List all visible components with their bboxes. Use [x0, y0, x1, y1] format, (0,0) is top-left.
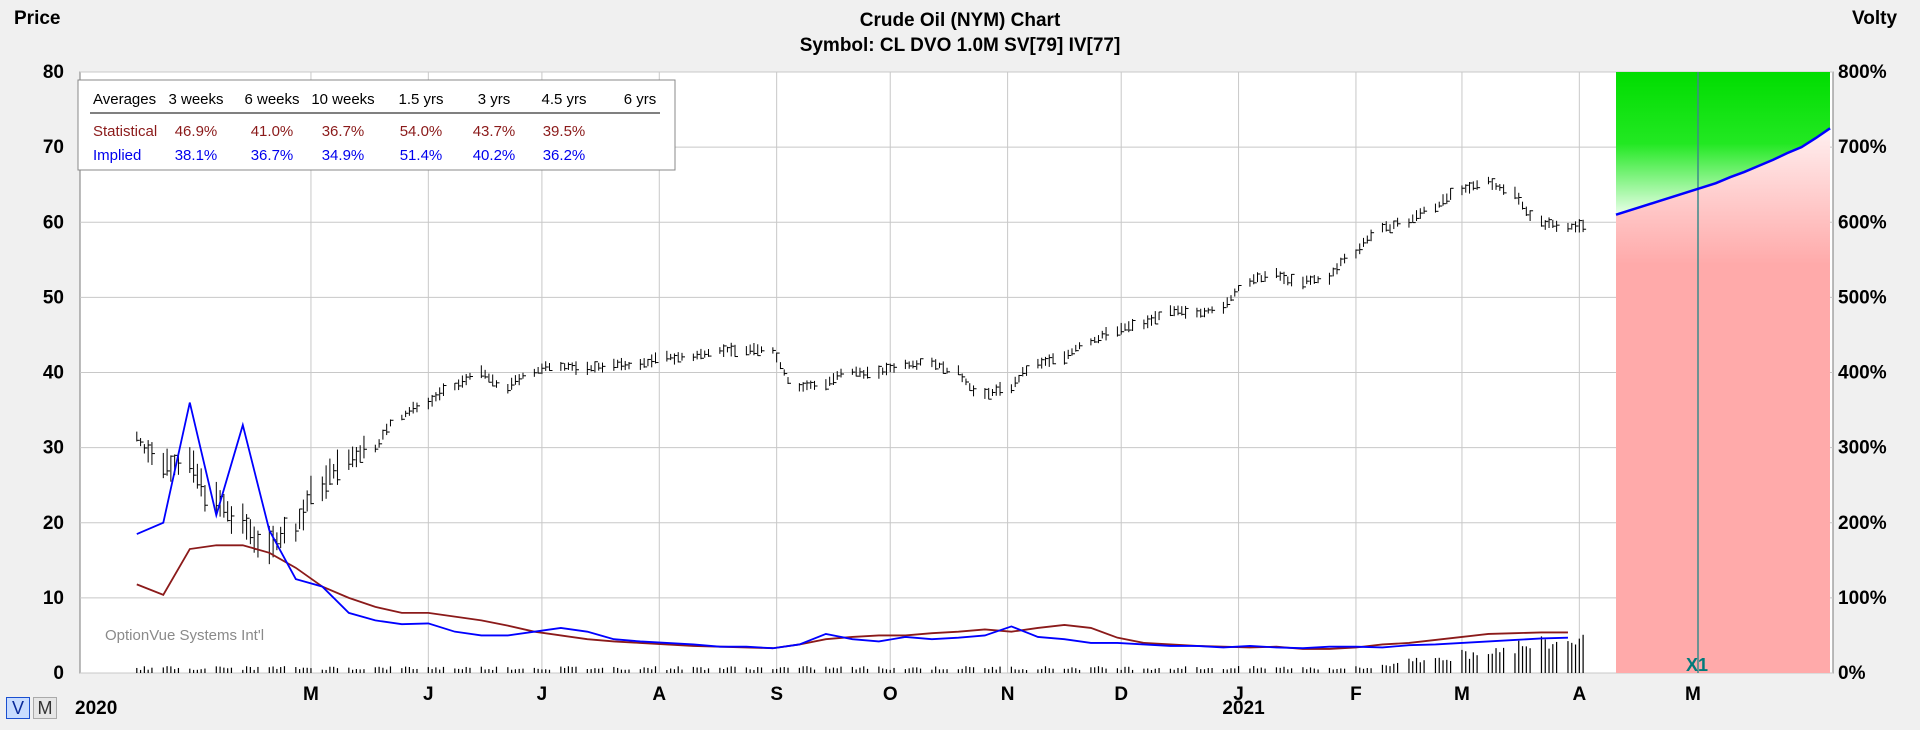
y-right-tick: 400%	[1838, 363, 1887, 384]
averages-header-cell: 6 yrs	[624, 91, 657, 108]
averages-value-cell: 34.9%	[322, 147, 365, 164]
averages-header-cell: Averages	[93, 91, 156, 108]
averages-value-cell: 36.7%	[322, 123, 365, 140]
averages-table	[77, 79, 676, 171]
chart-subtitle: Symbol: CL DVO 1.0M SV[79] IV[77]	[799, 35, 1121, 56]
averages-value-cell: 51.4%	[400, 147, 443, 164]
y-right-tick: 0%	[1838, 663, 1866, 684]
averages-value-cell: 40.2%	[473, 147, 516, 164]
y-left-tick: 30	[43, 438, 64, 459]
year-label-2021: 2021	[1222, 698, 1265, 719]
x-tick-label: D	[1114, 684, 1128, 705]
y-right-tick: 700%	[1838, 137, 1887, 158]
x-tick-label: M	[303, 684, 319, 705]
y-right-tick: 200%	[1838, 513, 1887, 534]
averages-header-cell: 6 weeks	[244, 91, 299, 108]
year-label-2020: 2020	[75, 698, 118, 719]
x-tick-label: M	[1454, 684, 1470, 705]
x-tick-label: A	[1572, 684, 1586, 705]
averages-value-cell: 36.7%	[251, 147, 294, 164]
view-v-button[interactable]: V	[6, 697, 30, 719]
averages-value-cell: 38.1%	[175, 147, 218, 164]
y-left-tick: 50	[43, 287, 64, 308]
y-left-tick: 70	[43, 137, 64, 158]
x-tick-label: N	[1001, 684, 1015, 705]
y-right-tick: 100%	[1838, 588, 1887, 609]
right-axis-label: Volty	[1852, 8, 1898, 29]
y-left-tick: 0	[53, 663, 64, 684]
averages-value-cell: 43.7%	[473, 123, 516, 140]
averages-header-cell: 3 weeks	[168, 91, 223, 108]
x-tick-label: M	[1685, 684, 1701, 705]
x-tick-label: J	[537, 684, 548, 705]
x-tick-label: J	[423, 684, 434, 705]
y-left-tick: 10	[43, 588, 64, 609]
y-left-tick: 60	[43, 212, 64, 233]
left-axis-label: Price	[14, 8, 61, 29]
y-right-tick: 500%	[1838, 287, 1887, 308]
x-tick-label: J	[1233, 684, 1244, 705]
x-tick-label: F	[1350, 684, 1362, 705]
averages-value-cell: 36.2%	[543, 147, 586, 164]
x-tick-label: O	[883, 684, 898, 705]
averages-header-cell: 10 weeks	[311, 91, 374, 108]
projection-lower-area	[1616, 128, 1830, 673]
y-left-tick: 20	[43, 513, 64, 534]
chart-title: Crude Oil (NYM) Chart	[859, 10, 1061, 31]
averages-value-cell: 39.5%	[543, 123, 586, 140]
statistical-volatility-line	[136, 544, 1568, 650]
averages-header-cell: 1.5 yrs	[398, 91, 443, 108]
implied-volatility-line	[136, 402, 1568, 650]
averages-header-cell: 4.5 yrs	[541, 91, 586, 108]
y-right-tick: 600%	[1838, 212, 1887, 233]
averages-value-cell: 54.0%	[400, 123, 443, 140]
y-left-tick: 40	[43, 363, 64, 384]
y-right-tick: 300%	[1838, 438, 1887, 459]
averages-row-label: Implied	[93, 147, 141, 164]
averages-value-cell: 46.9%	[175, 123, 218, 140]
view-m-button[interactable]: M	[33, 697, 57, 719]
averages-header-cell: 3 yrs	[478, 91, 511, 108]
y-left-tick: 80	[43, 62, 64, 83]
implied-projection-line	[1615, 127, 1831, 216]
averages-row-label: Statistical	[93, 123, 157, 140]
watermark: OptionVue Systems Int'l	[105, 627, 264, 644]
projection-upper-area	[1616, 72, 1830, 215]
x-tick-label: S	[770, 684, 783, 705]
y-right-tick: 800%	[1838, 62, 1887, 83]
x-tick-label: A	[652, 684, 666, 705]
averages-value-cell: 41.0%	[251, 123, 294, 140]
x1-marker-label: X1	[1686, 655, 1708, 675]
